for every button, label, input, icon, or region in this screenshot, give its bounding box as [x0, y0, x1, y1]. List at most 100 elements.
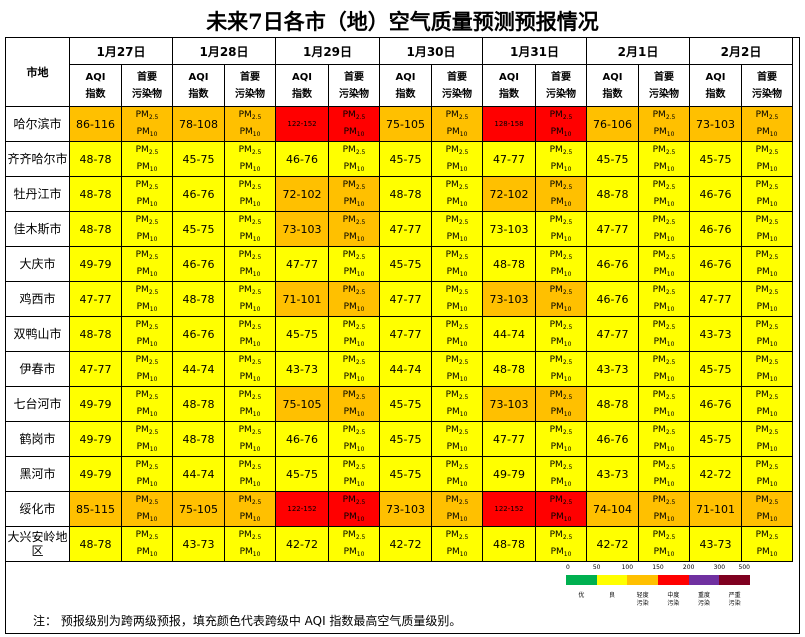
aqi-cell: 73-103 — [379, 491, 432, 527]
pollutant-cell: PM2.5 PM10 — [121, 491, 173, 527]
pollutant-cell: PM2.5 PM10 — [638, 316, 690, 352]
table-row: 伊春市 47-77 PM2.5 PM10 44-74 PM2.5 PM10 43-73 PM2.… — [5, 351, 793, 387]
pollutant-cell: PM2.5 PM10 — [741, 351, 793, 387]
legend-label: 良 — [608, 592, 616, 599]
aqi-cell: 45-75 — [689, 421, 742, 457]
forecast-table: 市地 1月27日 1月28日 1月29日 1月30日 1月31日 2月1日 2月2日 AQI 指数… — [5, 37, 793, 562]
header-date: 1月27日 — [69, 37, 173, 65]
aqi-cell: 45-75 — [379, 456, 432, 492]
table-row: 七台河市 49-79 PM2.5 PM10 48-78 PM2.5 PM10 75-105 PM… — [5, 386, 793, 422]
aqi-cell: 49-79 — [69, 246, 122, 282]
pollutant-cell: PM2.5 PM10 — [121, 351, 173, 387]
legend-label: 优 — [578, 592, 585, 599]
pollutant-cell: PM2.5 PM10 — [638, 491, 690, 527]
aqi-cell: 47-77 — [586, 211, 639, 247]
aqi-cell: 48-78 — [69, 176, 122, 212]
header-date: 2月2日 — [689, 37, 793, 65]
table-row: 大庆市 49-79 PM2.5 PM10 46-76 PM2.5 PM10 47-77 PM2.… — [5, 246, 793, 282]
aqi-cell: 73-103 — [482, 281, 536, 317]
aqi-cell: 47-77 — [69, 351, 122, 387]
pollutant-cell: PM2.5 PM10 — [638, 141, 690, 177]
pollutant-cell: PM2.5 PM10 — [638, 421, 690, 457]
pollutant-cell: PM2.5 PM10 — [121, 281, 173, 317]
pollutant-cell: PM2.5 PM10 — [431, 351, 483, 387]
header-city: 市地 — [5, 37, 70, 107]
pollutant-cell: PM2.5 PM10 — [638, 351, 690, 387]
table-row: 齐齐哈尔市 48-78 PM2.5 PM10 45-75 PM2.5 PM10 46-76 PM… — [5, 141, 793, 177]
header-pollutant: 首要 污染物 — [121, 64, 173, 107]
aqi-cell: 43-73 — [689, 526, 742, 562]
table-row: 鹤岗市 49-79 PM2.5 PM10 48-78 PM2.5 PM10 46-76 PM2.… — [5, 421, 793, 457]
pollutant-cell: PM2.5 PM10 — [535, 351, 587, 387]
pollutant-cell: PM2.5 PM10 — [431, 106, 483, 142]
aqi-cell: 73-103 — [689, 106, 742, 142]
pollutant-cell: PM2.5 PM10 — [121, 421, 173, 457]
pollutant-cell: PM2.5 PM10 — [224, 106, 276, 142]
aqi-cell: 47-77 — [379, 316, 432, 352]
aqi-cell: 45-75 — [586, 141, 639, 177]
pollutant-cell: PM2.5 PM10 — [638, 106, 690, 142]
legend-swatch — [688, 575, 720, 585]
aqi-cell: 49-79 — [482, 456, 536, 492]
aqi-cell: 43-73 — [172, 526, 225, 562]
aqi-cell: 44-74 — [172, 351, 225, 387]
aqi-cell: 45-75 — [275, 456, 329, 492]
aqi-cell: 47-77 — [379, 211, 432, 247]
pollutant-cell: PM2.5 PM10 — [121, 246, 173, 282]
city-name: 大庆市 — [5, 246, 70, 282]
legend-swatch — [566, 575, 597, 585]
pollutant-cell: PM2.5 PM10 — [224, 421, 276, 457]
aqi-cell: 75-105 — [379, 106, 432, 142]
header-pollutant: 首要 污染物 — [224, 64, 276, 107]
pollutant-cell: PM2.5 PM10 — [121, 316, 173, 352]
legend-label: 轻度 污染 — [636, 592, 649, 607]
pollutant-cell: PM2.5 PM10 — [638, 246, 690, 282]
pollutant-cell: PM2.5 PM10 — [741, 281, 793, 317]
pollutant-cell: PM2.5 PM10 — [121, 106, 173, 142]
pollutant-cell: PM2.5 PM10 — [224, 351, 276, 387]
legend-tick: 300 — [713, 564, 726, 571]
aqi-cell: 47-77 — [482, 141, 536, 177]
aqi-cell: 46-76 — [689, 176, 742, 212]
city-name: 双鸭山市 — [5, 316, 70, 352]
aqi-cell: 71-101 — [689, 491, 742, 527]
header-aqi: AQI 指数 — [689, 64, 742, 107]
pollutant-cell: PM2.5 PM10 — [535, 141, 587, 177]
header-pollutant: 首要 污染物 — [535, 64, 587, 107]
aqi-cell: 49-79 — [69, 421, 122, 457]
pollutant-cell: PM2.5 PM10 — [121, 176, 173, 212]
aqi-cell: 48-78 — [172, 281, 225, 317]
pollutant-cell: PM2.5 PM10 — [535, 526, 587, 562]
pollutant-cell: PM2.5 PM10 — [328, 316, 380, 352]
table-row: 黑河市 49-79 PM2.5 PM10 44-74 PM2.5 PM10 45-75 PM2.… — [5, 456, 793, 492]
pollutant-cell: PM2.5 PM10 — [224, 526, 276, 562]
aqi-cell: 45-75 — [172, 141, 225, 177]
pollutant-cell: PM2.5 PM10 — [431, 456, 483, 492]
aqi-cell: 72-102 — [275, 176, 329, 212]
aqi-cell: 46-76 — [689, 211, 742, 247]
aqi-cell: 48-78 — [586, 176, 639, 212]
aqi-cell: 48-78 — [379, 176, 432, 212]
legend-label: 重度 污染 — [697, 592, 711, 607]
footnote: 注： 预报级别为跨两级预报，填充颜色代表跨级中 AQI 指数最高空气质量级别。 — [33, 614, 462, 628]
aqi-cell: 42-72 — [379, 526, 432, 562]
header-pollutant: 首要 污染物 — [328, 64, 380, 107]
aqi-cell: 78-108 — [172, 106, 225, 142]
aqi-cell: 47-77 — [586, 316, 639, 352]
aqi-cell: 48-78 — [69, 316, 122, 352]
pollutant-cell: PM2.5 PM10 — [638, 386, 690, 422]
table-row: 哈尔滨市 86-116 PM2.5 PM10 78-108 PM2.5 PM10 122-15… — [5, 106, 793, 142]
pollutant-cell: PM2.5 PM10 — [741, 246, 793, 282]
pollutant-cell: PM2.5 PM10 — [535, 176, 587, 212]
pollutant-cell: PM2.5 PM10 — [328, 386, 380, 422]
pollutant-cell: PM2.5 PM10 — [535, 281, 587, 317]
pollutant-cell: PM2.5 PM10 — [224, 141, 276, 177]
page-title: 未来7日各市（地）空气质量预测预报情况 — [206, 9, 599, 34]
aqi-cell: 45-75 — [379, 246, 432, 282]
pollutant-cell: PM2.5 PM10 — [535, 491, 587, 527]
pollutant-cell: PM2.5 PM10 — [121, 211, 173, 247]
pollutant-cell: PM2.5 PM10 — [328, 141, 380, 177]
aqi-cell: 85-115 — [69, 491, 122, 527]
pollutant-cell: PM2.5 PM10 — [121, 386, 173, 422]
aqi-cell: 128-158 — [482, 106, 536, 142]
